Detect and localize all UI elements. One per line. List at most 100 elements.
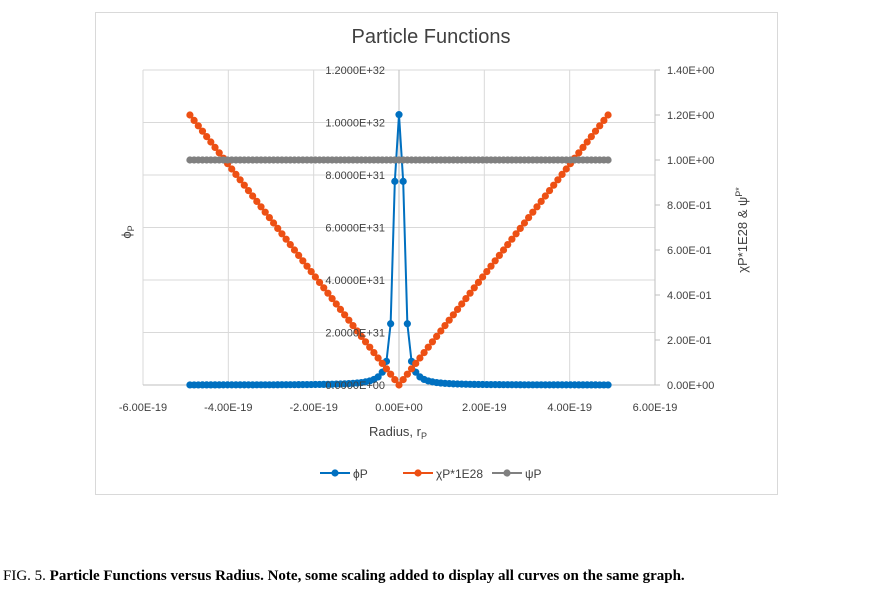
- point-chi: [562, 165, 570, 173]
- point-phi: [403, 320, 411, 328]
- point-chi: [433, 332, 441, 340]
- x-tick-label: 4.00E-19: [547, 402, 592, 414]
- point-chi: [366, 343, 374, 351]
- point-chi: [449, 311, 457, 319]
- point-chi: [345, 316, 353, 324]
- point-chi: [399, 376, 407, 384]
- point-chi: [407, 365, 416, 373]
- point-chi: [453, 305, 462, 313]
- point-chi: [341, 311, 349, 319]
- point-chi: [537, 197, 545, 205]
- point-chi: [508, 235, 516, 243]
- x-tick-label: -4.00E-19: [204, 402, 252, 414]
- point-chi: [190, 116, 198, 124]
- point-chi: [575, 149, 583, 157]
- point-chi: [558, 170, 566, 178]
- y-left-axis-label-sub: P: [126, 225, 136, 231]
- point-chi: [596, 122, 604, 130]
- point-chi: [236, 176, 244, 184]
- point-chi: [232, 170, 240, 178]
- series-layer: [186, 111, 612, 389]
- point-chi: [261, 208, 269, 216]
- point-chi: [591, 127, 600, 135]
- point-chi: [412, 359, 420, 367]
- y-right-axis-label-sub: P*: [734, 187, 744, 197]
- point-chi: [395, 381, 403, 389]
- point-chi: [491, 257, 499, 265]
- legend-label-psi: ψP: [525, 467, 542, 481]
- point-chi: [203, 133, 211, 141]
- x-tick-label: -6.00E-19: [119, 402, 167, 414]
- point-chi: [253, 197, 261, 205]
- y-right-tick-label: 0.00E+00: [667, 380, 714, 392]
- chart-frame: [95, 12, 778, 495]
- point-chi: [278, 230, 286, 238]
- y-left-axis-label: ϕP: [119, 225, 136, 238]
- point-chi: [328, 295, 336, 303]
- x-tick-label: 2.00E-19: [462, 402, 507, 414]
- legend-label-chi: χP*1E28: [436, 467, 483, 481]
- y-left-tick-label: 0.0000E+00: [325, 380, 385, 392]
- point-chi: [529, 208, 537, 216]
- point-chi: [545, 187, 554, 195]
- legend-label-phi: ϕP: [353, 467, 368, 481]
- point-chi: [361, 338, 370, 346]
- point-chi: [228, 165, 236, 173]
- point-chi: [349, 322, 357, 330]
- x-axis-label: Radius, rP: [369, 424, 427, 441]
- point-chi: [299, 257, 307, 265]
- point-chi: [420, 349, 428, 357]
- point-phi: [374, 373, 382, 381]
- point-chi: [307, 268, 315, 276]
- point-chi: [483, 268, 491, 276]
- x-tick-label: 0.00E+00: [375, 402, 422, 414]
- point-phi: [395, 111, 403, 119]
- point-chi: [315, 278, 324, 286]
- x-tick-label: -2.00E-19: [290, 402, 338, 414]
- point-chi: [541, 192, 549, 200]
- point-chi: [382, 365, 391, 373]
- point-chi: [198, 127, 207, 135]
- y-left-tick-label: 1.2000E+32: [325, 65, 385, 77]
- y-right-tick-label: 1.40E+00: [667, 65, 714, 77]
- point-chi: [370, 349, 378, 357]
- point-chi: [470, 284, 478, 292]
- point-chi: [186, 111, 194, 119]
- y-right-axis-label: χP*1E28 & ψP*: [734, 187, 750, 273]
- point-chi: [424, 343, 432, 351]
- legend-marker-chi: [414, 469, 422, 477]
- point-chi: [282, 235, 290, 243]
- point-chi: [583, 138, 591, 146]
- point-chi: [290, 246, 299, 254]
- point-chi: [324, 289, 332, 297]
- figure-caption: FIG. 5. Particle Functions versus Radius…: [3, 568, 875, 585]
- point-chi: [462, 295, 470, 303]
- point-chi: [525, 214, 533, 222]
- point-chi: [445, 316, 453, 324]
- chart-title: Particle Functions: [352, 26, 511, 48]
- point-chi: [378, 359, 386, 367]
- point-chi: [391, 376, 399, 384]
- point-chi: [240, 181, 248, 189]
- point-chi: [520, 219, 529, 227]
- y-right-tick-label: 4.00E-01: [667, 290, 712, 302]
- point-chi: [374, 354, 382, 362]
- point-chi: [332, 300, 340, 308]
- point-chi: [387, 370, 395, 378]
- y-left-tick-label: 1.0000E+32: [325, 118, 385, 130]
- point-chi: [416, 354, 424, 362]
- point-chi: [495, 251, 503, 259]
- point-chi: [441, 322, 449, 330]
- point-chi: [194, 122, 202, 130]
- point-chi: [554, 176, 562, 184]
- y-left-tick-label: 2.0000E+31: [325, 328, 385, 340]
- point-chi: [458, 300, 466, 308]
- point-chi: [244, 187, 253, 195]
- point-phi: [399, 177, 407, 185]
- point-chi: [479, 273, 487, 281]
- y-left-tick-label: 4.0000E+31: [325, 275, 385, 287]
- point-chi: [516, 224, 524, 232]
- point-chi: [504, 241, 512, 249]
- legend-marker-phi: [331, 469, 339, 477]
